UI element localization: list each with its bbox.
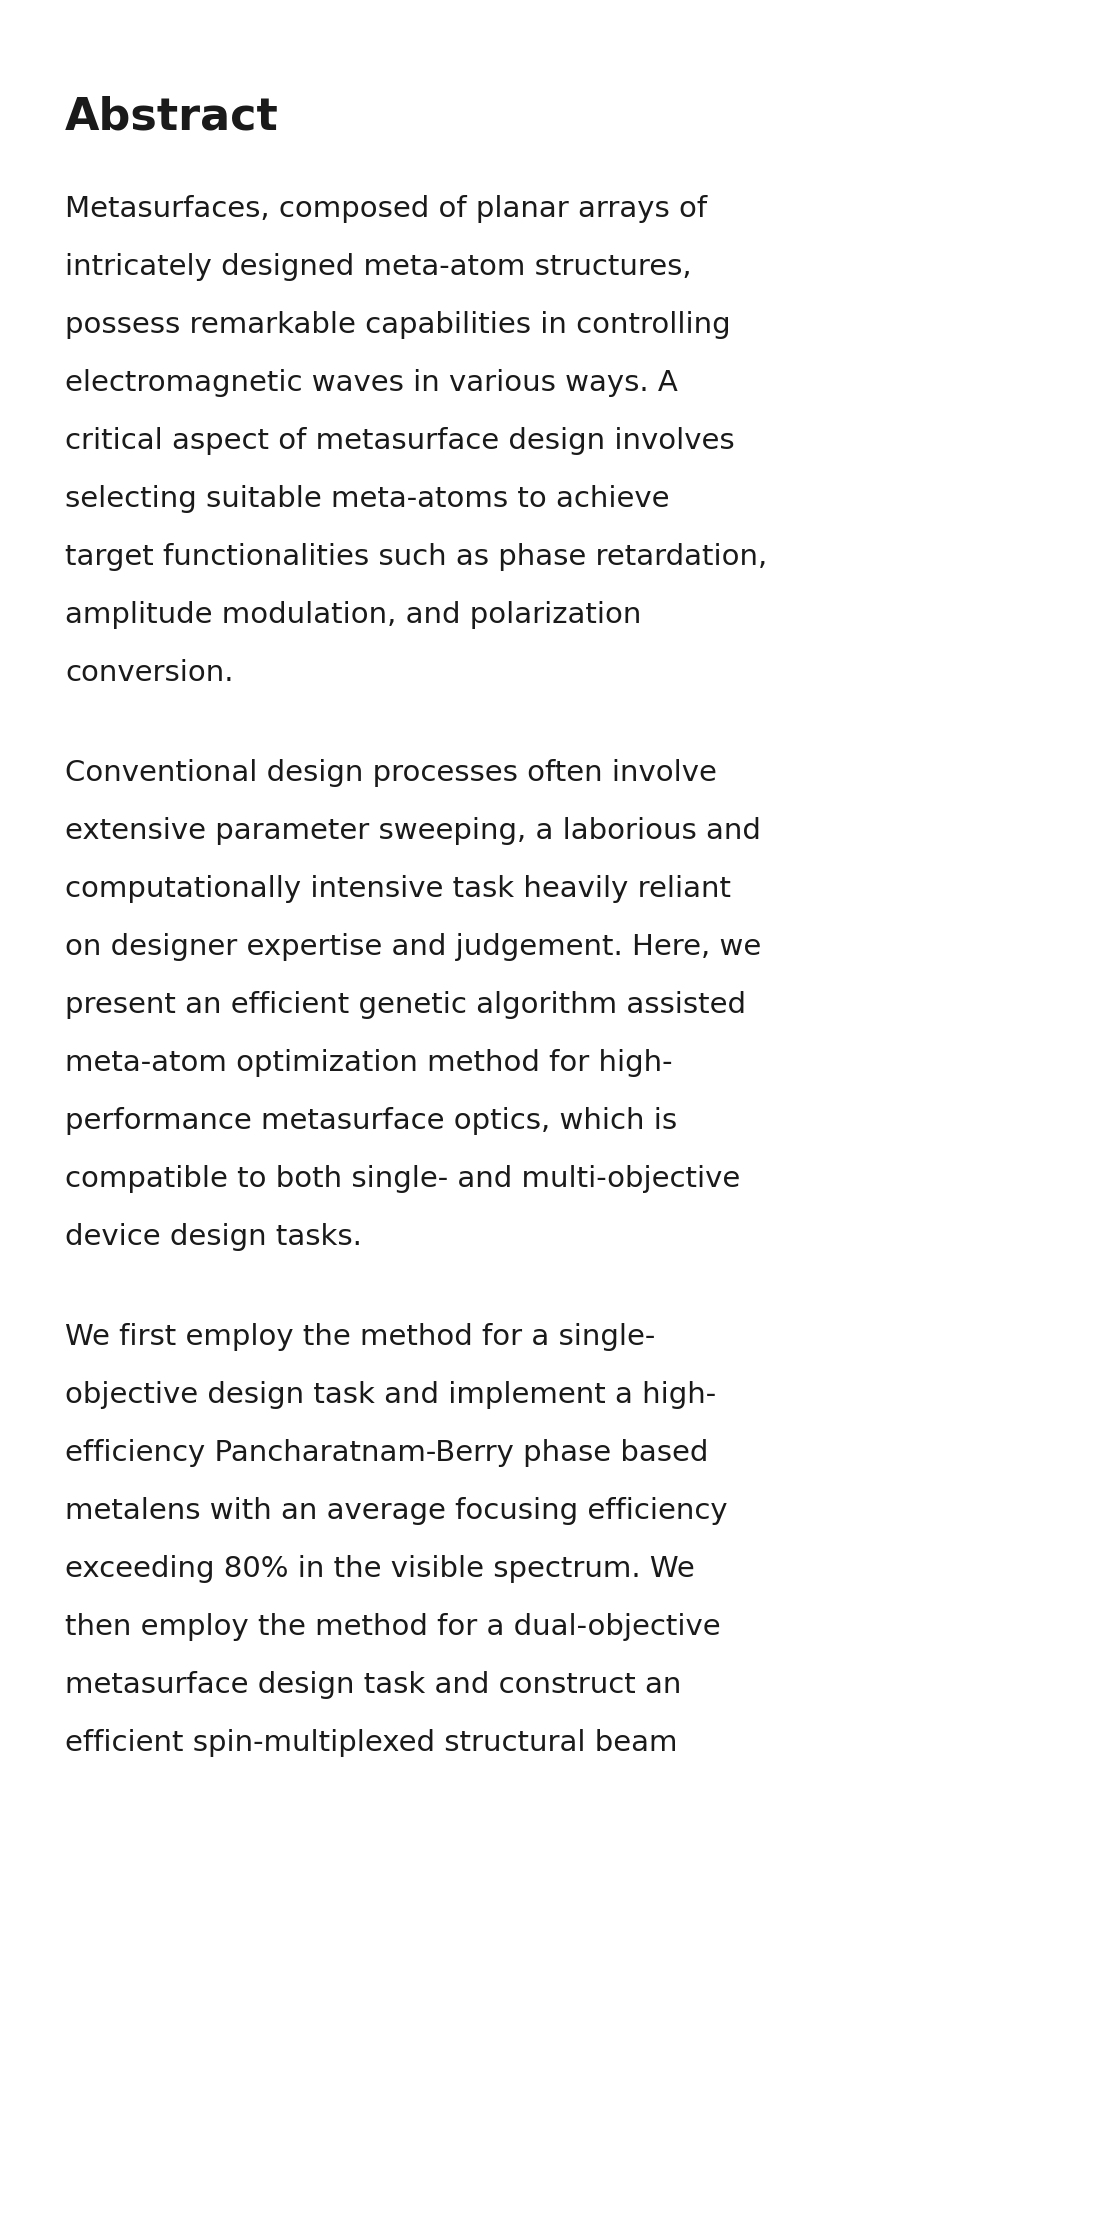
Text: compatible to both single- and multi-objective: compatible to both single- and multi-obj… <box>65 1164 741 1193</box>
Text: critical aspect of metasurface design involves: critical aspect of metasurface design in… <box>65 427 735 454</box>
Text: exceeding 80% in the visible spectrum. We: exceeding 80% in the visible spectrum. W… <box>65 1555 695 1582</box>
Text: then employ the method for a dual-objective: then employ the method for a dual-object… <box>65 1614 720 1640</box>
Text: metasurface design task and construct an: metasurface design task and construct an <box>65 1672 681 1699</box>
Text: present an efficient genetic algorithm assisted: present an efficient genetic algorithm a… <box>65 991 746 1018</box>
Text: Metasurfaces, composed of planar arrays of: Metasurfaces, composed of planar arrays … <box>65 195 707 224</box>
Text: target functionalities such as phase retardation,: target functionalities such as phase ret… <box>65 544 767 571</box>
Text: efficient spin-multiplexed structural beam: efficient spin-multiplexed structural be… <box>65 1728 678 1757</box>
Text: device design tasks.: device design tasks. <box>65 1222 362 1251</box>
Text: meta-atom optimization method for high-: meta-atom optimization method for high- <box>65 1050 672 1076</box>
Text: computationally intensive task heavily reliant: computationally intensive task heavily r… <box>65 875 731 902</box>
Text: Abstract: Abstract <box>65 94 279 139</box>
Text: Conventional design processes often involve: Conventional design processes often invo… <box>65 759 717 788</box>
Text: amplitude modulation, and polarization: amplitude modulation, and polarization <box>65 600 641 629</box>
Text: efficiency Pancharatnam-Berry phase based: efficiency Pancharatnam-Berry phase base… <box>65 1439 708 1466</box>
Text: conversion.: conversion. <box>65 658 233 687</box>
Text: We first employ the method for a single-: We first employ the method for a single- <box>65 1323 656 1352</box>
Text: metalens with an average focusing efficiency: metalens with an average focusing effici… <box>65 1497 727 1524</box>
Text: selecting suitable meta-atoms to achieve: selecting suitable meta-atoms to achieve <box>65 486 669 513</box>
Text: extensive parameter sweeping, a laborious and: extensive parameter sweeping, a laboriou… <box>65 817 761 844</box>
Text: on designer expertise and judgement. Here, we: on designer expertise and judgement. Her… <box>65 933 762 960</box>
Text: possess remarkable capabilities in controlling: possess remarkable capabilities in contr… <box>65 311 731 338</box>
Text: objective design task and implement a high-: objective design task and implement a hi… <box>65 1381 716 1408</box>
Text: performance metasurface optics, which is: performance metasurface optics, which is <box>65 1108 677 1135</box>
Text: electromagnetic waves in various ways. A: electromagnetic waves in various ways. A <box>65 369 678 396</box>
Text: intricately designed meta-atom structures,: intricately designed meta-atom structure… <box>65 253 691 280</box>
